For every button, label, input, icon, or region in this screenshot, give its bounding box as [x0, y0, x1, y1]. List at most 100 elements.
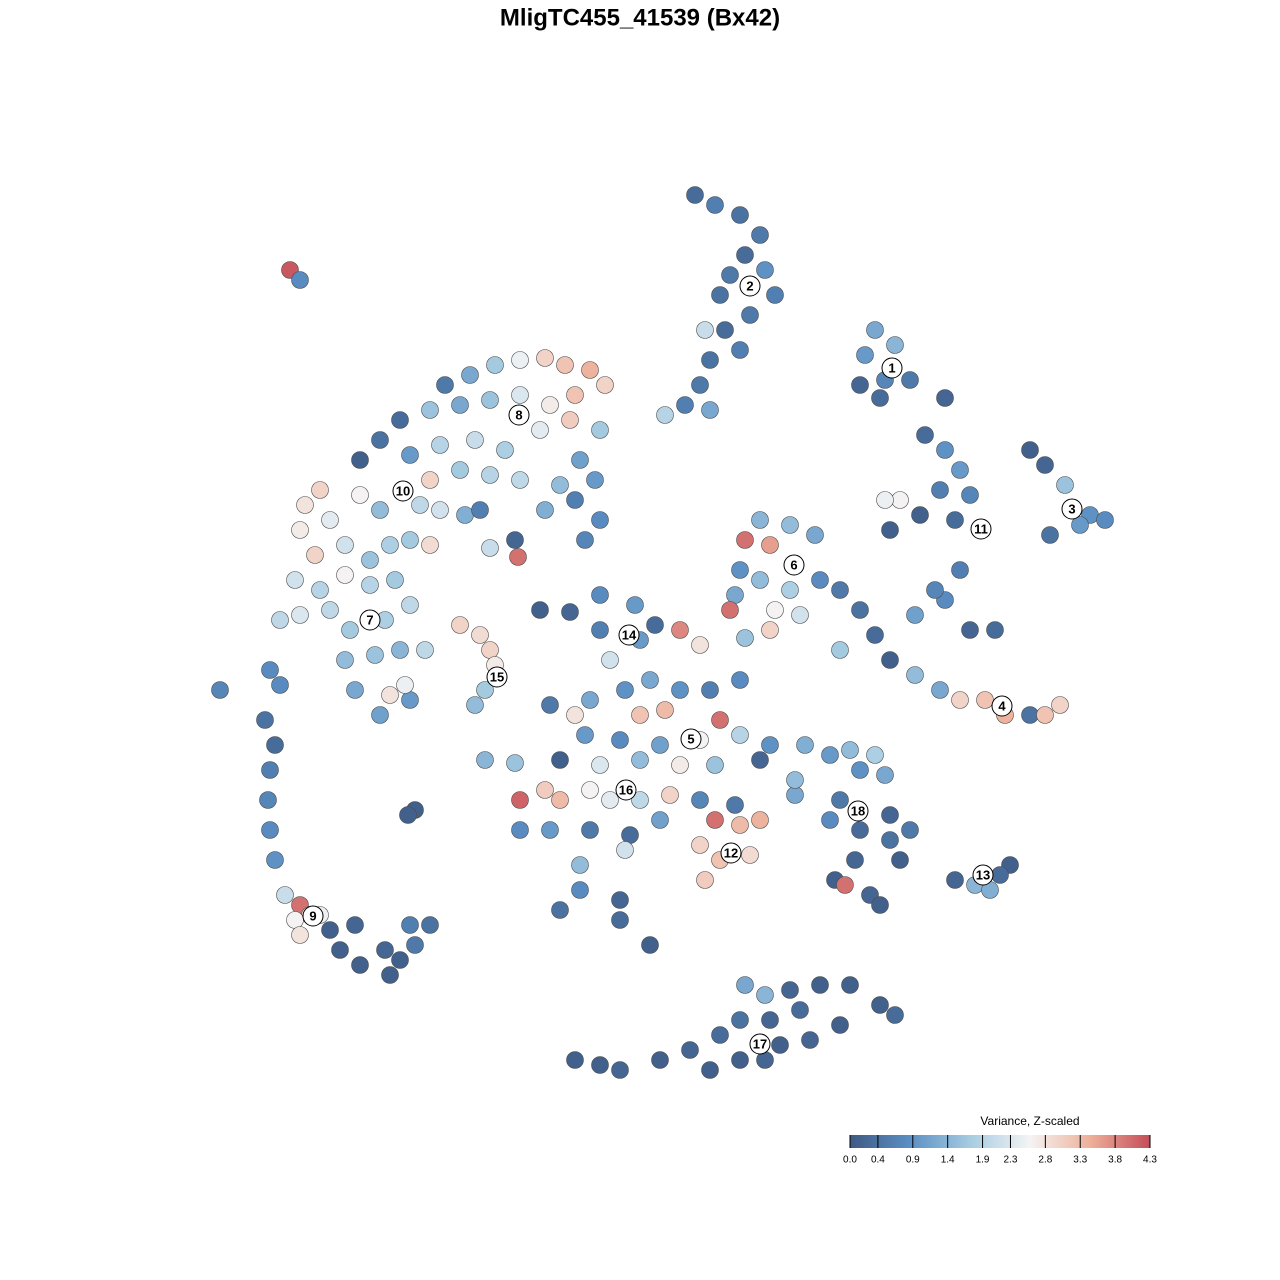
point [451, 396, 469, 414]
point [591, 1056, 609, 1074]
chart-title: MligTC455_41539 (Bx42) [500, 4, 780, 31]
cluster-label-badge [972, 864, 994, 886]
point [271, 676, 289, 694]
point [621, 826, 639, 844]
point [596, 376, 614, 394]
point [556, 356, 574, 374]
cluster-label-badge [847, 800, 869, 822]
point [1041, 526, 1059, 544]
point [396, 676, 414, 694]
point [901, 371, 919, 389]
point [706, 196, 724, 214]
point [401, 446, 419, 464]
point [866, 626, 884, 644]
point [701, 1061, 719, 1079]
point [821, 746, 839, 764]
point [471, 501, 489, 519]
point [336, 536, 354, 554]
point [831, 791, 849, 809]
point [616, 681, 634, 699]
point [901, 821, 919, 839]
point [711, 1026, 729, 1044]
point [856, 346, 874, 364]
point [706, 811, 724, 829]
colorbar-tick-label: 3.8 [1108, 1155, 1122, 1166]
point [511, 791, 529, 809]
point [1096, 511, 1114, 529]
point [511, 821, 529, 839]
point [591, 511, 609, 529]
cluster-label-badge [302, 905, 324, 927]
point [656, 701, 674, 719]
point [411, 496, 429, 514]
cluster-label: 9 [309, 908, 316, 923]
point [346, 681, 364, 699]
point [916, 426, 934, 444]
point [701, 681, 719, 699]
point [371, 501, 389, 519]
point [311, 481, 329, 499]
point [351, 486, 369, 504]
point [551, 791, 569, 809]
point [286, 911, 304, 929]
cluster-label: 8 [515, 407, 522, 422]
cluster-label-badge [680, 728, 702, 750]
point [696, 871, 714, 889]
point [551, 476, 569, 494]
point [261, 821, 279, 839]
point [836, 876, 854, 894]
point [351, 451, 369, 469]
colorbar-title: Variance, Z-scaled [980, 1114, 1079, 1128]
point [691, 791, 709, 809]
point [291, 271, 309, 289]
point [361, 576, 379, 594]
point [756, 986, 774, 1004]
point [701, 401, 719, 419]
point [451, 616, 469, 634]
point [376, 941, 394, 959]
cluster-label-badge [783, 554, 805, 576]
point [1021, 706, 1039, 724]
point [261, 761, 279, 779]
point [321, 921, 339, 939]
point [691, 836, 709, 854]
point [541, 696, 559, 714]
point [351, 956, 369, 974]
point [381, 966, 399, 984]
point [386, 571, 404, 589]
point [366, 646, 384, 664]
point [781, 516, 799, 534]
point [611, 891, 629, 909]
point [336, 566, 354, 584]
point [256, 711, 274, 729]
point [851, 376, 869, 394]
point [581, 781, 599, 799]
point [911, 506, 929, 524]
point [271, 611, 289, 629]
cluster-label: 16 [619, 782, 633, 797]
cluster-label: 10 [396, 483, 410, 498]
point [761, 621, 779, 639]
point [451, 461, 469, 479]
point [811, 571, 829, 589]
point [566, 1051, 584, 1069]
point [611, 911, 629, 929]
point [671, 756, 689, 774]
point [931, 681, 949, 699]
point [321, 511, 339, 529]
point [1036, 456, 1054, 474]
point [736, 246, 754, 264]
point [761, 1011, 779, 1029]
colorbar-tick-label: 2.3 [1004, 1155, 1018, 1166]
point [731, 671, 749, 689]
cluster-label: 6 [790, 557, 797, 572]
point [846, 851, 864, 869]
colorbar [850, 1135, 1150, 1148]
cluster-label: 11 [974, 521, 988, 536]
point [716, 321, 734, 339]
point [561, 603, 579, 621]
point [771, 1036, 789, 1054]
point [1051, 696, 1069, 714]
point [211, 681, 229, 699]
point [631, 751, 649, 769]
